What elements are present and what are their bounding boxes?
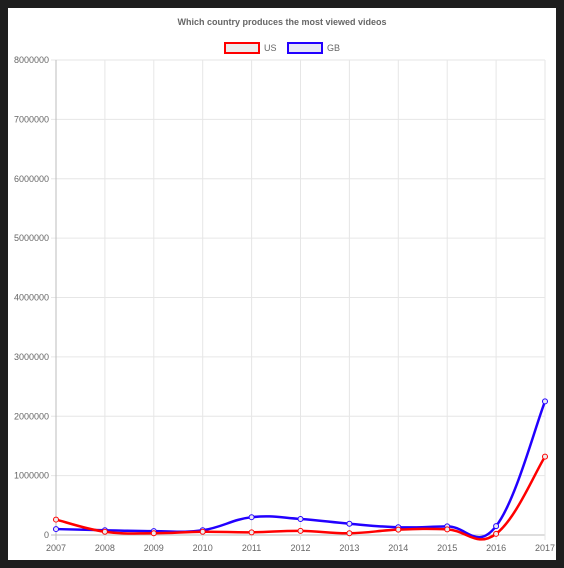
data-point-us[interactable]	[395, 526, 402, 533]
x-tick-label: 2017	[535, 543, 555, 553]
data-point-us[interactable]	[101, 528, 108, 535]
data-point-us[interactable]	[493, 530, 500, 537]
y-tick-label: 7000000	[14, 114, 49, 124]
x-tick-label: 2007	[46, 543, 66, 553]
legend-swatch-us	[224, 42, 260, 54]
y-tick-label: 5000000	[14, 233, 49, 243]
data-point-us[interactable]	[150, 530, 157, 537]
line-chart: 0 1000000 2000000 3000000 4000000 5000000 6000…	[14, 42, 555, 553]
data-point-us[interactable]	[53, 516, 59, 523]
data-point-gb[interactable]	[297, 515, 304, 522]
legend-label-gb: GB	[327, 43, 340, 53]
series-us	[53, 453, 548, 541]
data-point-us[interactable]	[542, 453, 548, 460]
series-line-gb	[55, 400, 547, 539]
data-point-gb[interactable]	[542, 398, 548, 405]
series-line-us	[55, 455, 547, 541]
legend[interactable]: US GB	[224, 42, 340, 54]
y-tick-label: 6000000	[14, 174, 49, 184]
legend-swatch-gb	[287, 42, 323, 54]
chart-title: Which country produces the most viewed v…	[177, 17, 387, 27]
data-point-us[interactable]	[248, 529, 255, 536]
legend-item-gb[interactable]: GB	[287, 42, 340, 54]
data-point-us[interactable]	[199, 528, 206, 535]
data-point-us[interactable]	[297, 527, 304, 534]
y-tick-label: 8000000	[14, 55, 49, 65]
x-tick-label: 2014	[388, 543, 408, 553]
data-point-gb[interactable]	[493, 523, 500, 530]
chart-panel: Which country produces the most viewed v…	[8, 8, 556, 560]
x-tick-label: 2008	[95, 543, 115, 553]
x-tick-label: 2009	[144, 543, 164, 553]
x-tick-label: 2010	[193, 543, 213, 553]
legend-label-us: US	[264, 43, 277, 53]
data-point-gb[interactable]	[53, 526, 59, 533]
data-point-gb[interactable]	[248, 514, 255, 521]
series-layer	[53, 398, 548, 541]
x-tick-label: 2016	[486, 543, 506, 553]
y-tick-label: 3000000	[14, 352, 49, 362]
data-point-us[interactable]	[346, 530, 353, 537]
y-tick-label: 1000000	[14, 471, 49, 481]
legend-item-us[interactable]: US	[224, 42, 277, 54]
data-point-us[interactable]	[444, 526, 451, 533]
grid: 0 1000000 2000000 3000000 4000000 5000000 6000…	[14, 55, 555, 553]
y-tick-label: 2000000	[14, 411, 49, 421]
x-tick-label: 2013	[339, 543, 359, 553]
y-tick-label: 4000000	[14, 293, 49, 303]
data-point-gb[interactable]	[346, 520, 353, 527]
x-tick-label: 2015	[437, 543, 457, 553]
x-tick-label: 2012	[290, 543, 310, 553]
x-tick-label: 2011	[242, 543, 261, 553]
y-tick-label: 0	[44, 530, 49, 540]
